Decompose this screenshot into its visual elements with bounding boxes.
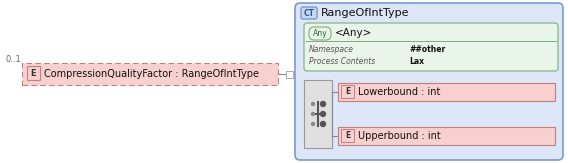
Text: CompressionQualityFactor : RangeOfIntType: CompressionQualityFactor : RangeOfIntTyp… <box>44 69 259 79</box>
Text: Upperbound : int: Upperbound : int <box>358 131 441 141</box>
Circle shape <box>320 121 325 126</box>
Bar <box>22 63 278 85</box>
Bar <box>286 71 293 77</box>
Text: Process Contents: Process Contents <box>309 57 375 66</box>
Text: E: E <box>31 68 36 77</box>
Text: Any: Any <box>313 29 327 38</box>
Circle shape <box>311 123 315 126</box>
Text: ##other: ##other <box>409 44 445 53</box>
Bar <box>27 66 40 80</box>
Circle shape <box>311 103 315 105</box>
Text: E: E <box>345 87 350 96</box>
Bar <box>338 83 555 101</box>
Text: <Any>: <Any> <box>335 29 373 38</box>
Circle shape <box>320 111 325 117</box>
FancyBboxPatch shape <box>309 27 331 40</box>
Bar <box>338 127 555 145</box>
Text: E: E <box>345 131 350 140</box>
FancyBboxPatch shape <box>301 7 317 19</box>
Circle shape <box>320 102 325 106</box>
Text: RangeOfIntType: RangeOfIntType <box>321 8 410 18</box>
Circle shape <box>311 112 315 116</box>
FancyBboxPatch shape <box>304 23 558 71</box>
Text: Namespace: Namespace <box>309 44 354 53</box>
Text: Lax: Lax <box>409 57 424 66</box>
Text: Lowerbound : int: Lowerbound : int <box>358 87 440 97</box>
Bar <box>341 129 354 142</box>
Text: 0..1: 0..1 <box>6 54 22 64</box>
Text: CT: CT <box>303 8 315 17</box>
Bar <box>304 80 332 148</box>
FancyBboxPatch shape <box>295 3 563 160</box>
Bar <box>341 85 354 98</box>
